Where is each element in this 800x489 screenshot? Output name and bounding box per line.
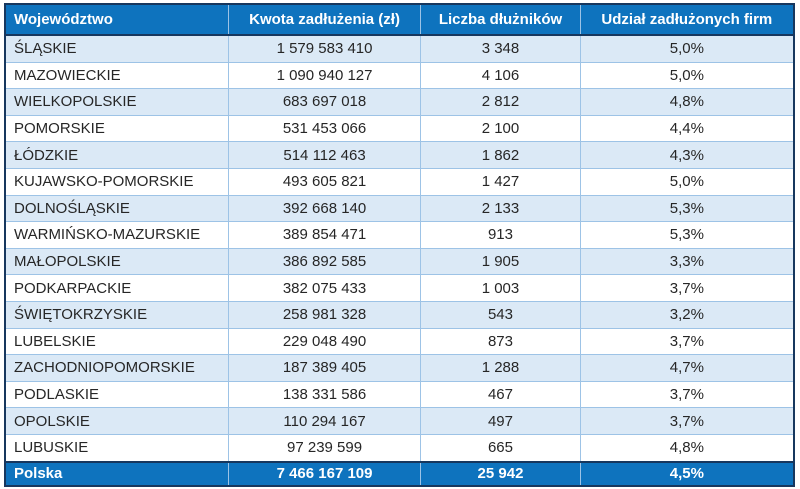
table-row: PODKARPACKIE 382 075 433 1 003 3,7% — [5, 274, 794, 302]
cell-wojewodztwo: WARMIŃSKO-MAZURSKIE — [5, 221, 229, 249]
table-row: WIELKOPOLSKIE 683 697 018 2 812 4,8% — [5, 88, 794, 116]
cell-liczba: 2 812 — [420, 88, 581, 116]
cell-liczba: 543 — [420, 300, 581, 329]
cell-udzial: 5,3% — [579, 194, 794, 222]
cell-wojewodztwo: LUBELSKIE — [5, 327, 229, 355]
col-header-liczba-dluznikow: Liczba dłużników — [420, 4, 581, 36]
cell-kwota: 138 331 586 — [227, 380, 421, 408]
col-header-udzial-zadluzonych-firm: Udział zadłużonych firm — [579, 4, 794, 36]
cell-wojewodztwo: KUJAWSKO-POMORSKIE — [5, 167, 229, 196]
cell-kwota: 110 294 167 — [227, 407, 421, 435]
table-row: ŁÓDZKIE 514 112 463 1 862 4,3% — [5, 141, 794, 169]
cell-kwota: 493 605 821 — [227, 167, 421, 196]
cell-udzial: 5,0% — [579, 167, 794, 196]
table-row: ŚLĄSKIE 1 579 583 410 3 348 5,0% — [5, 35, 794, 63]
cell-udzial: 3,3% — [579, 247, 794, 275]
table-body: ŚLĄSKIE 1 579 583 410 3 348 5,0% MAZOWIE… — [5, 35, 794, 462]
cell-wojewodztwo: MAZOWIECKIE — [5, 61, 229, 89]
total-label: Polska — [5, 460, 229, 486]
cell-kwota: 392 668 140 — [227, 194, 421, 222]
cell-liczba: 665 — [420, 433, 581, 462]
cell-udzial: 4,8% — [579, 433, 794, 462]
cell-liczba: 1 288 — [420, 354, 581, 382]
cell-kwota: 389 854 471 — [227, 221, 421, 249]
cell-wojewodztwo: LUBUSKIE — [5, 433, 229, 462]
cell-liczba: 913 — [420, 221, 581, 249]
cell-kwota: 386 892 585 — [227, 247, 421, 275]
cell-wojewodztwo: WIELKOPOLSKIE — [5, 88, 229, 116]
cell-wojewodztwo: DOLNOŚLĄSKIE — [5, 194, 229, 222]
total-udzial: 4,5% — [579, 460, 794, 486]
total-row: Polska 7 466 167 109 25 942 4,5% — [5, 460, 794, 486]
cell-udzial: 3,7% — [579, 327, 794, 355]
table-row: LUBELSKIE 229 048 490 873 3,7% — [5, 327, 794, 355]
table-row: ZACHODNIOPOMORSKIE 187 389 405 1 288 4,7… — [5, 354, 794, 382]
cell-liczba: 3 348 — [420, 35, 581, 63]
cell-kwota: 187 389 405 — [227, 354, 421, 382]
cell-udzial: 3,7% — [579, 407, 794, 435]
cell-wojewodztwo: POMORSKIE — [5, 114, 229, 142]
cell-wojewodztwo: OPOLSKIE — [5, 407, 229, 435]
cell-wojewodztwo: PODKARPACKIE — [5, 274, 229, 302]
cell-udzial: 3,7% — [579, 380, 794, 408]
cell-kwota: 683 697 018 — [227, 88, 421, 116]
table-row: MAZOWIECKIE 1 090 940 127 4 106 5,0% — [5, 61, 794, 89]
cell-kwota: 1 579 583 410 — [227, 35, 421, 63]
cell-udzial: 4,7% — [579, 354, 794, 382]
header-row: Województwo Kwota zadłużenia (zł) Liczba… — [5, 4, 794, 36]
table-footer: Polska 7 466 167 109 25 942 4,5% — [5, 460, 794, 486]
cell-wojewodztwo: ŁÓDZKIE — [5, 141, 229, 169]
cell-kwota: 531 453 066 — [227, 114, 421, 142]
cell-udzial: 3,7% — [579, 274, 794, 302]
table-row: OPOLSKIE 110 294 167 497 3,7% — [5, 407, 794, 435]
total-liczba: 25 942 — [420, 460, 581, 486]
table-row: DOLNOŚLĄSKIE 392 668 140 2 133 5,3% — [5, 194, 794, 222]
table-row: WARMIŃSKO-MAZURSKIE 389 854 471 913 5,3% — [5, 221, 794, 249]
debt-by-voivodeship-table: Województwo Kwota zadłużenia (zł) Liczba… — [4, 3, 795, 487]
cell-liczba: 873 — [420, 327, 581, 355]
cell-udzial: 5,0% — [579, 61, 794, 89]
cell-wojewodztwo: ŚLĄSKIE — [5, 35, 229, 63]
cell-kwota: 258 981 328 — [227, 300, 421, 329]
cell-kwota: 229 048 490 — [227, 327, 421, 355]
cell-liczba: 1 003 — [420, 274, 581, 302]
total-kwota: 7 466 167 109 — [227, 460, 421, 486]
col-header-kwota-zadluzenia: Kwota zadłużenia (zł) — [227, 4, 421, 36]
debt-table-container: Województwo Kwota zadłużenia (zł) Liczba… — [4, 3, 795, 487]
table-row: LUBUSKIE 97 239 599 665 4,8% — [5, 433, 794, 462]
cell-liczba: 467 — [420, 380, 581, 408]
cell-udzial: 5,3% — [579, 221, 794, 249]
cell-udzial: 4,8% — [579, 88, 794, 116]
cell-liczba: 4 106 — [420, 61, 581, 89]
cell-kwota: 1 090 940 127 — [227, 61, 421, 89]
cell-udzial: 4,3% — [579, 141, 794, 169]
table-header: Województwo Kwota zadłużenia (zł) Liczba… — [5, 4, 794, 36]
table-row: PODLASKIE 138 331 586 467 3,7% — [5, 380, 794, 408]
cell-wojewodztwo: ZACHODNIOPOMORSKIE — [5, 354, 229, 382]
cell-kwota: 382 075 433 — [227, 274, 421, 302]
cell-liczba: 2 100 — [420, 114, 581, 142]
cell-wojewodztwo: MAŁOPOLSKIE — [5, 247, 229, 275]
cell-wojewodztwo: ŚWIĘTOKRZYSKIE — [5, 300, 229, 329]
cell-udzial: 5,0% — [579, 35, 794, 63]
col-header-wojewodztwo: Województwo — [5, 4, 229, 36]
cell-wojewodztwo: PODLASKIE — [5, 380, 229, 408]
cell-kwota: 514 112 463 — [227, 141, 421, 169]
cell-udzial: 4,4% — [579, 114, 794, 142]
table-row: ŚWIĘTOKRZYSKIE 258 981 328 543 3,2% — [5, 300, 794, 329]
cell-udzial: 3,2% — [579, 300, 794, 329]
cell-liczba: 497 — [420, 407, 581, 435]
cell-kwota: 97 239 599 — [227, 433, 421, 462]
cell-liczba: 1 905 — [420, 247, 581, 275]
cell-liczba: 2 133 — [420, 194, 581, 222]
table-row: KUJAWSKO-POMORSKIE 493 605 821 1 427 5,0… — [5, 167, 794, 196]
table-row: MAŁOPOLSKIE 386 892 585 1 905 3,3% — [5, 247, 794, 275]
cell-liczba: 1 862 — [420, 141, 581, 169]
table-row: POMORSKIE 531 453 066 2 100 4,4% — [5, 114, 794, 142]
cell-liczba: 1 427 — [420, 167, 581, 196]
